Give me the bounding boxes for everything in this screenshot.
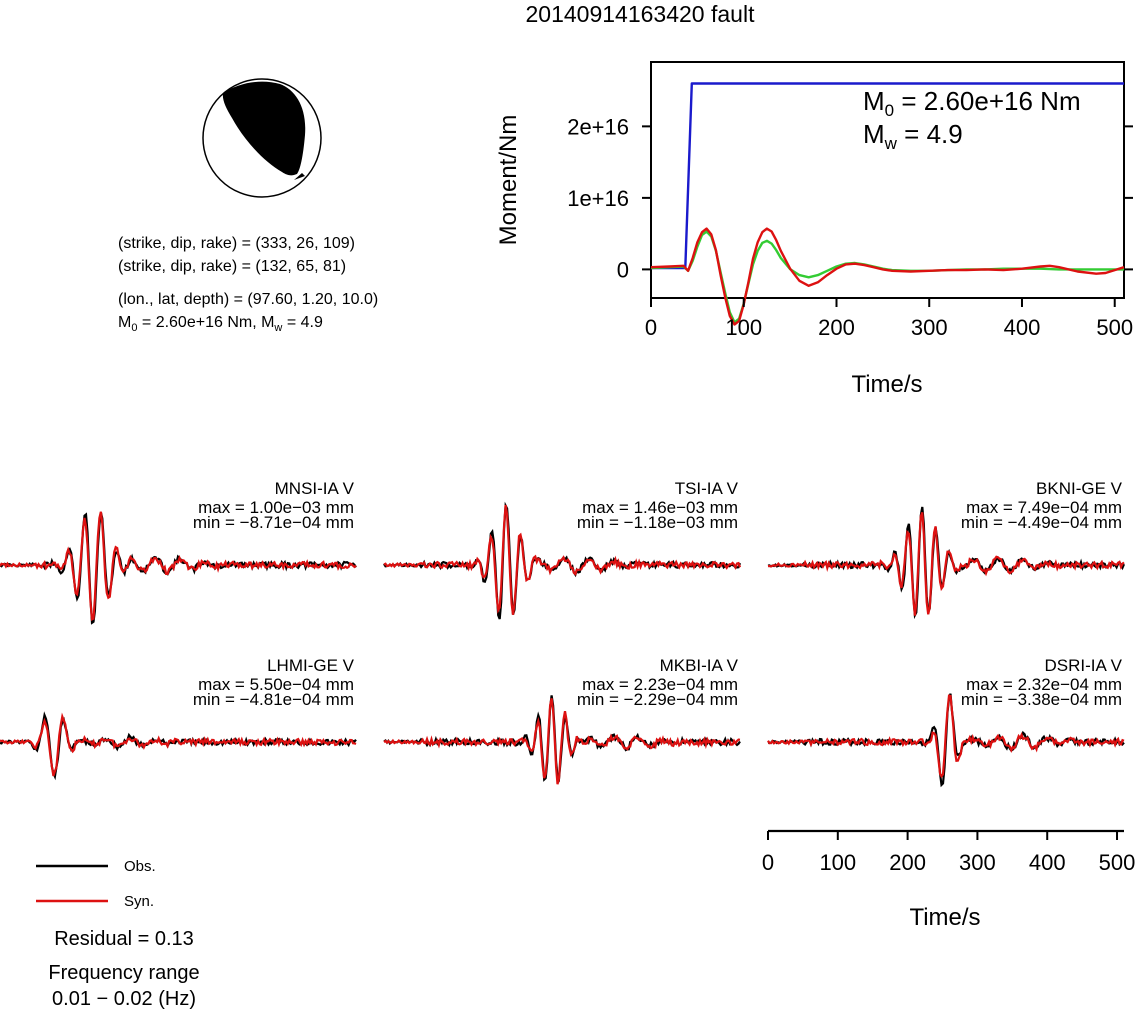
station-max: max = 7.49e−04 mm: [966, 498, 1122, 517]
moment-x-tick-label: 300: [911, 315, 948, 340]
legend-synthetic-label: Syn.: [124, 893, 154, 910]
waveform-x-tick-label: 0: [762, 850, 774, 875]
moment-line: M0 = 2.60e+16 Nm, Mw = 4.9: [118, 314, 323, 334]
waveform-x-tick-label: 500: [1099, 850, 1136, 875]
beachball-small-quadrant: [294, 173, 305, 180]
moment-y-tick-label: 0: [617, 257, 629, 282]
beachball: [202, 78, 322, 198]
station-name: DSRI-IA V: [1045, 656, 1123, 675]
moment-x-tick-label: 400: [1004, 315, 1041, 340]
moment-x-tick-label: 500: [1096, 315, 1133, 340]
waveform-x-axis-label: Time/s: [909, 904, 980, 931]
station-max: max = 5.50e−04 mm: [198, 675, 354, 694]
synthetic-trace: [383, 698, 741, 785]
station-min: min = −4.81e−04 mm: [193, 690, 354, 709]
station-max: max = 1.00e−03 mm: [198, 498, 354, 517]
location-line: (lon., lat, depth) = (97.60, 1.20, 10.0): [118, 291, 378, 308]
synthetic-trace: [767, 511, 1125, 616]
frequency-range-value: 0.01 − 0.02 (Hz): [52, 988, 196, 1009]
moment-series-line-2: [650, 227, 1125, 326]
synthetic-trace: [383, 504, 742, 615]
observed-trace: [0, 711, 357, 781]
station-min: min = −2.29e−04 mm: [577, 690, 738, 709]
moment-x-tick-label: 200: [818, 315, 855, 340]
mechanism-line-1: (strike, dip, rake) = (333, 26, 109): [118, 235, 355, 252]
station-max: max = 2.32e−04 mm: [966, 675, 1122, 694]
station-min: min = −4.49e−04 mm: [961, 513, 1122, 532]
station-name: BKNI-GE V: [1036, 479, 1123, 498]
synthetic-trace: [0, 712, 357, 777]
station-min: min = −3.38e−04 mm: [961, 690, 1122, 709]
station-name: MKBI-IA V: [660, 656, 739, 675]
frequency-range-label: Frequency range: [48, 962, 199, 984]
station-name: MNSI-IA V: [275, 479, 355, 498]
waveform-x-tick-label: 200: [889, 850, 926, 875]
station-name: TSI-IA V: [675, 479, 739, 498]
moment-annotation-m0: M0 = 2.60e+16 Nm: [863, 86, 1081, 120]
legend: Obs. Syn.: [36, 858, 156, 910]
station-name: LHMI-GE V: [267, 656, 355, 675]
station-max: max = 2.23e−04 mm: [582, 675, 738, 694]
moment-axes: 0 100 200 300 400 500 0 1e+16 2e+16: [567, 114, 1133, 340]
legend-observed-label: Obs.: [124, 858, 156, 875]
waveform-x-tick-label: 400: [1029, 850, 1066, 875]
moment-annotation-mw: Mw = 4.9: [863, 119, 963, 153]
beachball-compressional-quadrant: [222, 81, 306, 176]
mechanism-line-2: (strike, dip, rake) = (132, 65, 81): [118, 258, 346, 275]
moment-x-tick-label: 0: [645, 315, 657, 340]
station-min: min = −1.18e−03 mm: [577, 513, 738, 532]
synthetic-trace: [0, 511, 357, 621]
moment-plot-frame: [650, 61, 1125, 299]
station-min: min = −8.71e−04 mm: [193, 513, 354, 532]
waveform-x-tick-label: 100: [819, 850, 856, 875]
moment-y-tick-label: 2e+16: [567, 114, 629, 139]
moment-x-axis-label: Time/s: [851, 371, 922, 398]
moment-y-tick-label: 1e+16: [567, 186, 629, 211]
moment-series-group: [650, 82, 1125, 326]
residual-text: Residual = 0.13: [54, 928, 194, 950]
moment-x-tick-label: 100: [725, 315, 762, 340]
waveform-x-tick-label: 300: [959, 850, 996, 875]
synthetic-trace: [767, 694, 1125, 779]
moment-rate-chart: 0 100 200 300 400 500 0 1e+16 2e+16 M0 = 2.60e+1…: [495, 61, 1133, 398]
moment-y-axis-label: Moment/Nm: [495, 115, 522, 246]
figure-title: 20140914163420 fault: [526, 1, 756, 27]
waveform-x-axis: 0 100 200 300 400 500: [762, 829, 1136, 875]
station-max: max = 1.46e−03 mm: [582, 498, 738, 517]
